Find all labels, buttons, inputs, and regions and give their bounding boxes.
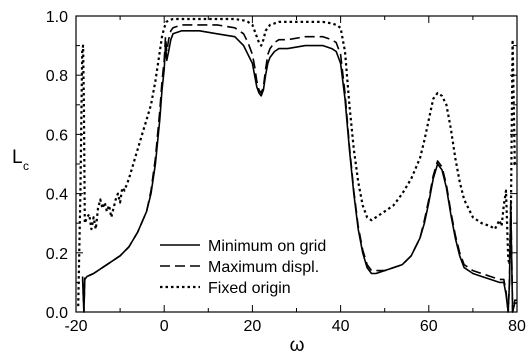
legend: Minimum on grid Maximum displ. Fixed origi… — [160, 238, 326, 297]
x-tick-label: 0 — [160, 318, 169, 335]
x-tick-label: 20 — [244, 318, 262, 335]
y-tick-label: 0.2 — [46, 246, 68, 263]
x-tick-label: -20 — [64, 318, 87, 335]
x-tick-label: 40 — [332, 318, 350, 335]
legend-label-1: Minimum on grid — [208, 238, 326, 255]
series-line-1 — [81, 29, 517, 313]
axis-ticks: -20 0 20 40 60 80 0.0 0.2 0.4 0.6 0.8 1.0 — [46, 9, 526, 335]
series-line-3 — [77, 17, 517, 307]
series-line-2 — [81, 24, 517, 313]
y-tick-label: 0.8 — [46, 68, 68, 85]
y-tick-label: 0.6 — [46, 127, 68, 144]
y-axis-label-subscript: c — [23, 159, 29, 173]
y-tick-label: 1.0 — [46, 9, 68, 26]
y-axis-label: L — [12, 147, 23, 168]
y-tick-label: 0.4 — [46, 187, 68, 204]
legend-label-2: Maximum displ. — [208, 259, 319, 276]
legend-label-3: Fixed origin — [208, 280, 291, 297]
x-tick-label: 80 — [508, 318, 526, 335]
y-tick-label: 0.0 — [46, 305, 68, 322]
x-axis-label: ω — [290, 335, 305, 354]
x-tick-label: 60 — [420, 318, 438, 335]
